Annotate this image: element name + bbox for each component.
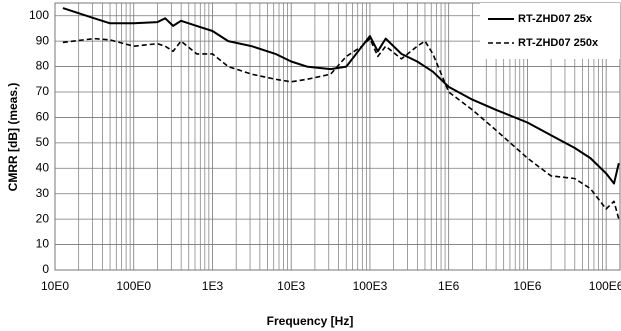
x-tick-label: 10E3: [277, 279, 305, 293]
legend: RT-ZHD07 25x RT-ZHD07 250x: [480, 3, 620, 59]
x-tick-label: 10E0: [41, 279, 69, 293]
legend-label: RT-ZHD07 25x: [518, 13, 593, 25]
y-tick-label: 90: [36, 33, 50, 47]
y-tick-label: 10: [36, 237, 50, 251]
y-tick-label: 50: [36, 135, 50, 149]
y-tick-label: 80: [36, 59, 50, 73]
x-tick-label: 10E6: [513, 279, 541, 293]
legend-label: RT-ZHD07 250x: [518, 37, 599, 49]
x-tick-label: 1E6: [438, 279, 460, 293]
x-tick-label: 1E3: [202, 279, 224, 293]
y-tick-label: 100: [29, 8, 49, 22]
x-tick-label: 100E3: [353, 279, 388, 293]
y-tick-label: 30: [36, 186, 50, 200]
series-line: [62, 37, 620, 220]
legend-box: [480, 3, 620, 59]
x-tick-label: 100E0: [116, 279, 151, 293]
plot-frame: [54, 2, 621, 271]
y-tick-label: 70: [36, 84, 50, 98]
y-tick-label: 20: [36, 211, 50, 225]
y-tick-label: 0: [42, 262, 49, 276]
y-tick-label: 40: [36, 160, 50, 174]
y-axis-title: CMRR [dB] (meas.): [6, 83, 20, 192]
x-axis-title: Frequency [Hz]: [267, 314, 354, 328]
x-tick-label: 100E6: [589, 279, 621, 293]
y-tick-label: 60: [36, 110, 50, 124]
